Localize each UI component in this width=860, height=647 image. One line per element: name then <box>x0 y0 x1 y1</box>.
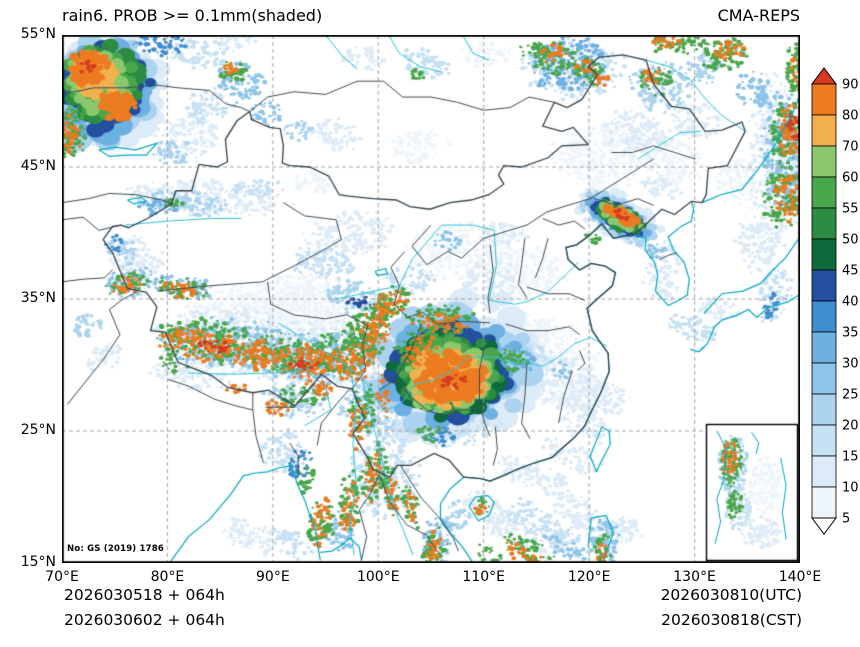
colorbar-label: 55 <box>842 202 859 217</box>
colorbar-segment <box>811 83 837 116</box>
colorbar-segment <box>811 424 837 457</box>
y-tick-label: 45°N <box>20 158 56 174</box>
y-tick-label: 25°N <box>20 422 56 438</box>
colorbar-label: 25 <box>842 388 859 403</box>
colorbar-label: 15 <box>842 450 859 465</box>
chart-title: rain6. PROB >= 0.1mm(shaded) <box>62 6 323 25</box>
colorbar-under-triangle <box>811 517 837 535</box>
map-canvas <box>62 35 800 563</box>
map-note: No: GS (2019) 1786 <box>67 544 165 554</box>
colorbar-segment <box>811 207 837 240</box>
colorbar-segment <box>811 455 837 488</box>
colorbar-label: 90 <box>842 78 859 93</box>
colorbar-segment <box>811 362 837 395</box>
x-tick-label: 120°E <box>567 569 611 585</box>
colorbar-label: 5 <box>842 512 850 527</box>
map-plot: No: GS (2019) 1786 <box>62 35 800 563</box>
colorbar-segment <box>811 486 837 519</box>
colorbar-over-triangle <box>811 67 837 85</box>
x-tick-label: 130°E <box>673 569 716 585</box>
colorbar-label: 20 <box>842 419 859 434</box>
y-tick-label: 55°N <box>20 26 56 42</box>
colorbar-label: 60 <box>842 171 859 186</box>
model-label: CMA-REPS <box>717 6 800 25</box>
colorbar-segment <box>811 331 837 364</box>
x-tick-label: 110°E <box>462 569 505 585</box>
footer-valid-utc: 2026030810(UTC) <box>660 586 802 604</box>
footer-init-cst: 2026030602 + 064h <box>64 611 225 629</box>
colorbar-segment <box>811 114 837 147</box>
colorbar-segment <box>811 176 837 209</box>
colorbar-label: 45 <box>842 264 859 279</box>
y-tick-label: 15°N <box>20 554 56 570</box>
colorbar-label: 30 <box>842 357 859 372</box>
footer-valid-cst: 2026030818(CST) <box>661 611 802 629</box>
colorbar-label: 10 <box>842 481 859 496</box>
colorbar-segment <box>811 269 837 302</box>
x-tick-label: 90°E <box>256 569 290 585</box>
x-tick-label: 80°E <box>150 569 185 585</box>
x-tick-label: 140°E <box>778 569 822 585</box>
x-tick-label: 70°E <box>45 569 79 585</box>
x-tick-label: 100°E <box>356 569 400 585</box>
colorbar-label: 35 <box>842 326 859 341</box>
colorbar: 90 80 70 60 55 50 45 40 35 30 25 20 15 10 5 <box>811 67 859 535</box>
y-tick-label: 35°N <box>20 290 56 306</box>
footer-init-utc: 2026030518 + 064h <box>64 586 225 604</box>
colorbar-segment <box>811 145 837 178</box>
colorbar-label: 80 <box>842 109 859 124</box>
colorbar-label: 40 <box>842 295 859 310</box>
colorbar-label: 70 <box>842 140 859 155</box>
colorbar-label: 50 <box>842 233 859 248</box>
colorbar-segment <box>811 393 837 426</box>
colorbar-segment <box>811 300 837 333</box>
colorbar-segment <box>811 238 837 271</box>
